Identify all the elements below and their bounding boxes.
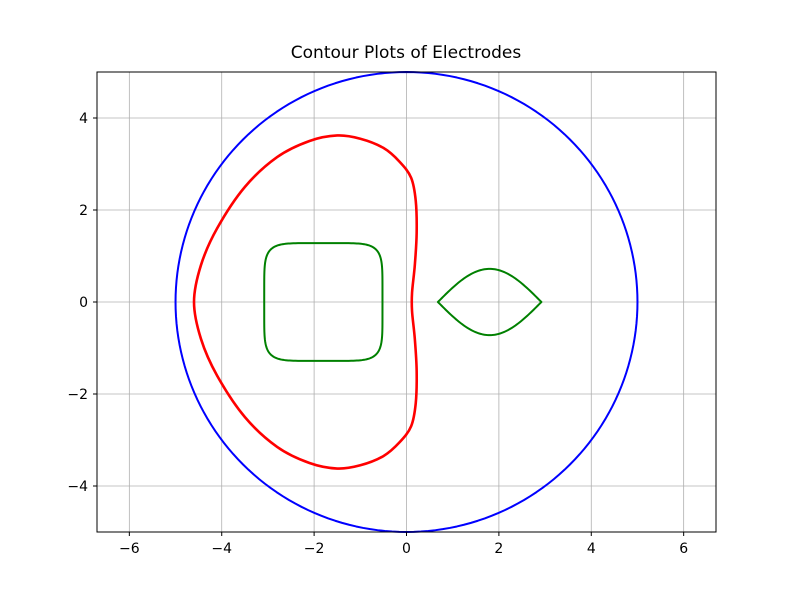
y-tick-label: −2 bbox=[67, 387, 88, 403]
x-tick-label: 6 bbox=[679, 541, 688, 557]
x-tick-label: −6 bbox=[119, 541, 140, 557]
x-tick-label: −2 bbox=[304, 541, 325, 557]
x-tick-label: 0 bbox=[402, 541, 411, 557]
y-tick-label: 2 bbox=[79, 203, 88, 219]
y-tick-label: 0 bbox=[79, 295, 88, 311]
green-square-contour bbox=[263, 242, 384, 362]
y-tick-label: 4 bbox=[79, 111, 88, 127]
plot-area bbox=[174, 71, 639, 533]
red-contour bbox=[192, 134, 419, 470]
blue-outer-contour bbox=[174, 71, 639, 533]
grid bbox=[97, 72, 716, 532]
green-lens-contour bbox=[436, 267, 543, 337]
axis-ticks: −6 −4 −2 0 2 4 6 −4 −2 0 2 4 bbox=[67, 111, 688, 557]
chart-title: Contour Plots of Electrodes bbox=[291, 43, 522, 63]
x-tick-label: −4 bbox=[211, 541, 232, 557]
x-tick-label: 2 bbox=[494, 541, 503, 557]
x-tick-label: 4 bbox=[587, 541, 596, 557]
y-tick-label: −4 bbox=[67, 479, 88, 495]
